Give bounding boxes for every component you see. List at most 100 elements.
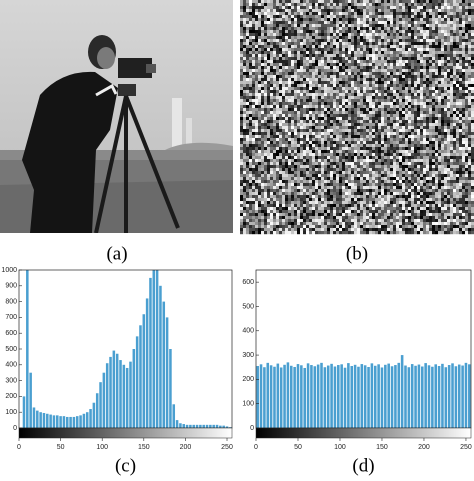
bar bbox=[347, 363, 350, 428]
y-tick-label: 500 bbox=[242, 303, 254, 310]
bar bbox=[129, 361, 132, 428]
bar bbox=[115, 353, 119, 428]
bar bbox=[269, 365, 273, 428]
bar bbox=[384, 364, 387, 428]
bar bbox=[162, 301, 166, 428]
bar bbox=[185, 424, 189, 428]
y-tick-label: 300 bbox=[5, 377, 17, 384]
caption: (b) bbox=[346, 243, 368, 264]
bar bbox=[293, 366, 296, 428]
bar bbox=[215, 424, 219, 428]
bar bbox=[39, 412, 42, 428]
bar bbox=[266, 362, 270, 428]
x-tick-label: 0 bbox=[254, 444, 258, 451]
bar bbox=[135, 336, 139, 428]
bar bbox=[407, 367, 411, 428]
bar bbox=[337, 365, 340, 428]
caption: (d) bbox=[352, 455, 374, 476]
bar bbox=[79, 415, 82, 428]
bar bbox=[400, 355, 404, 428]
bar bbox=[259, 364, 263, 428]
bar bbox=[367, 366, 370, 428]
colorbar bbox=[255, 427, 472, 439]
bar bbox=[431, 366, 434, 428]
bar bbox=[380, 367, 384, 428]
bar bbox=[49, 414, 52, 428]
bar bbox=[169, 349, 172, 428]
bar bbox=[26, 270, 29, 428]
bar bbox=[353, 364, 357, 428]
x-tick-label: 200 bbox=[418, 444, 430, 451]
x-tick-label: 100 bbox=[334, 444, 346, 451]
bar bbox=[209, 424, 212, 428]
bar bbox=[165, 317, 169, 428]
bar bbox=[149, 277, 152, 428]
bar bbox=[273, 366, 276, 428]
axes-box bbox=[18, 269, 233, 429]
y-tick-label: 900 bbox=[5, 283, 17, 290]
bar bbox=[102, 372, 106, 428]
bar bbox=[219, 425, 222, 428]
x-tick-label: 150 bbox=[376, 444, 388, 451]
bar bbox=[414, 365, 417, 428]
bar bbox=[22, 396, 26, 428]
bar bbox=[205, 424, 209, 428]
bar bbox=[202, 424, 205, 428]
bar bbox=[89, 409, 92, 428]
bar bbox=[229, 427, 232, 428]
y-tick-label: 600 bbox=[5, 330, 17, 337]
bar bbox=[199, 424, 202, 428]
bar bbox=[316, 364, 320, 428]
bar bbox=[424, 363, 427, 428]
noise-image bbox=[240, 0, 474, 235]
bar bbox=[303, 367, 306, 428]
y-tick-label: 0 bbox=[250, 425, 254, 432]
bar bbox=[182, 424, 186, 428]
bar bbox=[363, 365, 367, 428]
bar bbox=[95, 393, 99, 428]
bar bbox=[276, 363, 280, 428]
y-tick-label: 400 bbox=[5, 362, 17, 369]
bar bbox=[343, 367, 347, 428]
bar bbox=[350, 366, 354, 428]
bar bbox=[222, 425, 225, 428]
bar bbox=[62, 416, 66, 428]
y-tick-label: 500 bbox=[5, 346, 17, 353]
bar bbox=[300, 365, 303, 428]
bar bbox=[122, 364, 126, 428]
bar bbox=[313, 366, 317, 428]
bar bbox=[36, 410, 39, 428]
bar bbox=[132, 349, 136, 428]
x-tick-label: 250 bbox=[221, 444, 233, 451]
bar bbox=[192, 424, 195, 428]
bar bbox=[410, 364, 414, 428]
bar bbox=[454, 366, 458, 428]
bar bbox=[447, 365, 451, 428]
bar bbox=[390, 366, 394, 428]
caption: (a) bbox=[106, 243, 127, 264]
bar bbox=[387, 363, 390, 428]
bar bbox=[306, 363, 310, 428]
bar bbox=[69, 416, 72, 428]
bar bbox=[457, 364, 461, 428]
bar bbox=[139, 325, 142, 428]
bar bbox=[195, 424, 199, 428]
y-tick-label: 700 bbox=[5, 314, 17, 321]
bar bbox=[468, 364, 471, 428]
bar bbox=[59, 416, 62, 428]
bar bbox=[437, 366, 441, 428]
bar bbox=[263, 367, 266, 428]
caption: (c) bbox=[115, 455, 136, 476]
y-tick-label: 400 bbox=[242, 328, 254, 335]
bar bbox=[75, 416, 79, 428]
bar bbox=[394, 365, 397, 428]
bar bbox=[172, 404, 176, 428]
bar bbox=[142, 314, 146, 428]
y-tick-label: 1000 bbox=[1, 267, 17, 274]
bar bbox=[159, 285, 162, 428]
bar bbox=[360, 364, 364, 428]
bar bbox=[29, 372, 32, 428]
y-tick-label: 200 bbox=[242, 376, 254, 383]
bar bbox=[152, 270, 156, 428]
